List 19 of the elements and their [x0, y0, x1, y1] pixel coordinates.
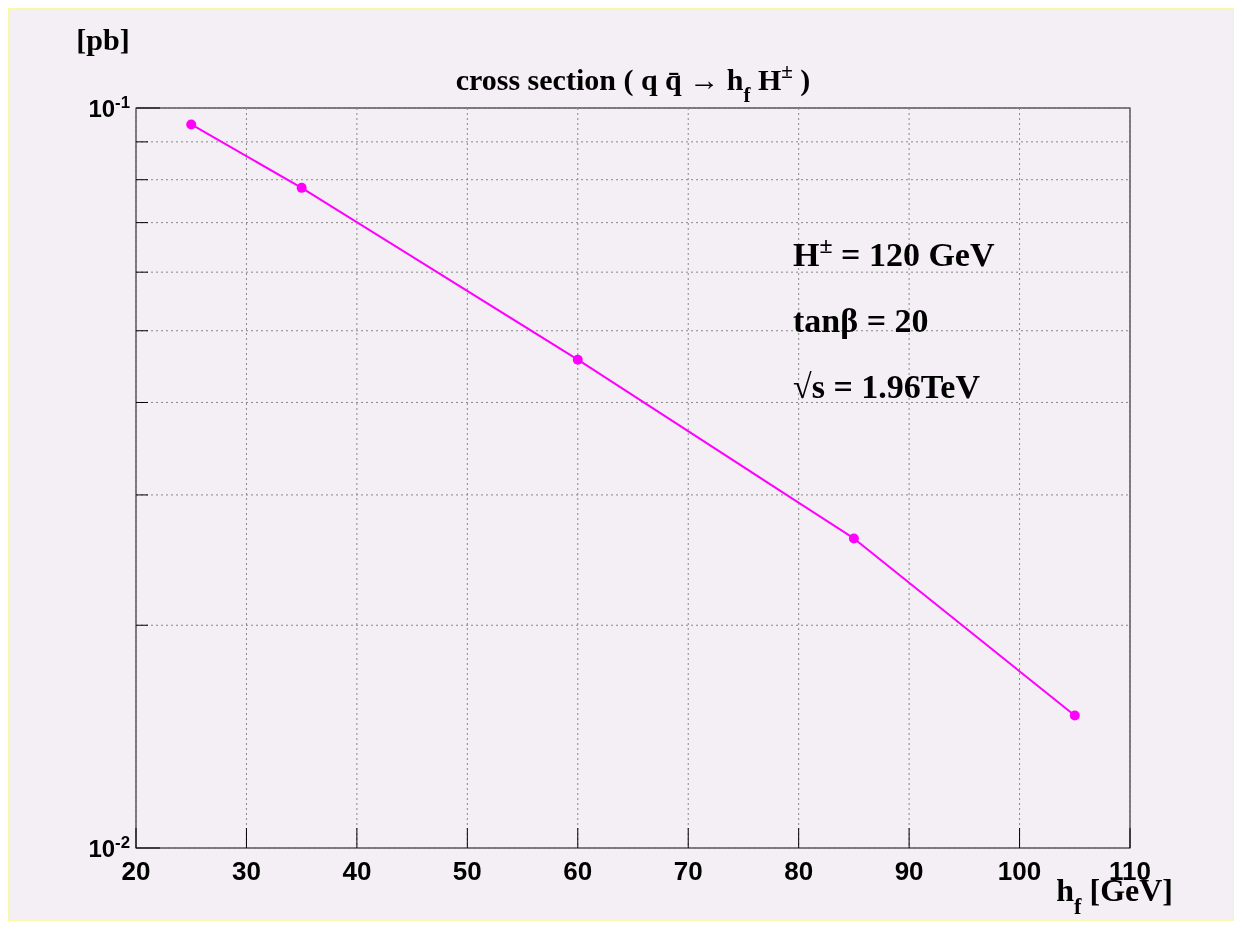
- point: [296, 182, 307, 193]
- x-tick-label: 30: [231, 856, 261, 886]
- point: [1069, 710, 1080, 721]
- annotation: tanβ = 20: [793, 302, 929, 339]
- y-axis-title: [pb]: [76, 23, 130, 56]
- x-tick-label: 70: [673, 856, 703, 886]
- x-tick-label: 50: [452, 856, 482, 886]
- x-tick-label: 40: [342, 856, 372, 886]
- point: [848, 533, 859, 544]
- x-tick-label: 60: [563, 856, 593, 886]
- y-tick-label: 10$^{-1}$: [88, 92, 130, 122]
- point: [572, 354, 583, 365]
- x-tick-label: 80: [784, 856, 814, 886]
- annotation: √s = 1.96TeV: [793, 368, 981, 405]
- x-tick-label: 100: [997, 856, 1042, 886]
- point: [186, 119, 197, 130]
- x-tick-label: 90: [894, 856, 924, 886]
- annotation: H$^{±}$ = 120 GeV: [793, 232, 995, 273]
- chart-title: cross section ( q q̄ → h$_{f}$ H$^{±}$ ): [455, 59, 811, 107]
